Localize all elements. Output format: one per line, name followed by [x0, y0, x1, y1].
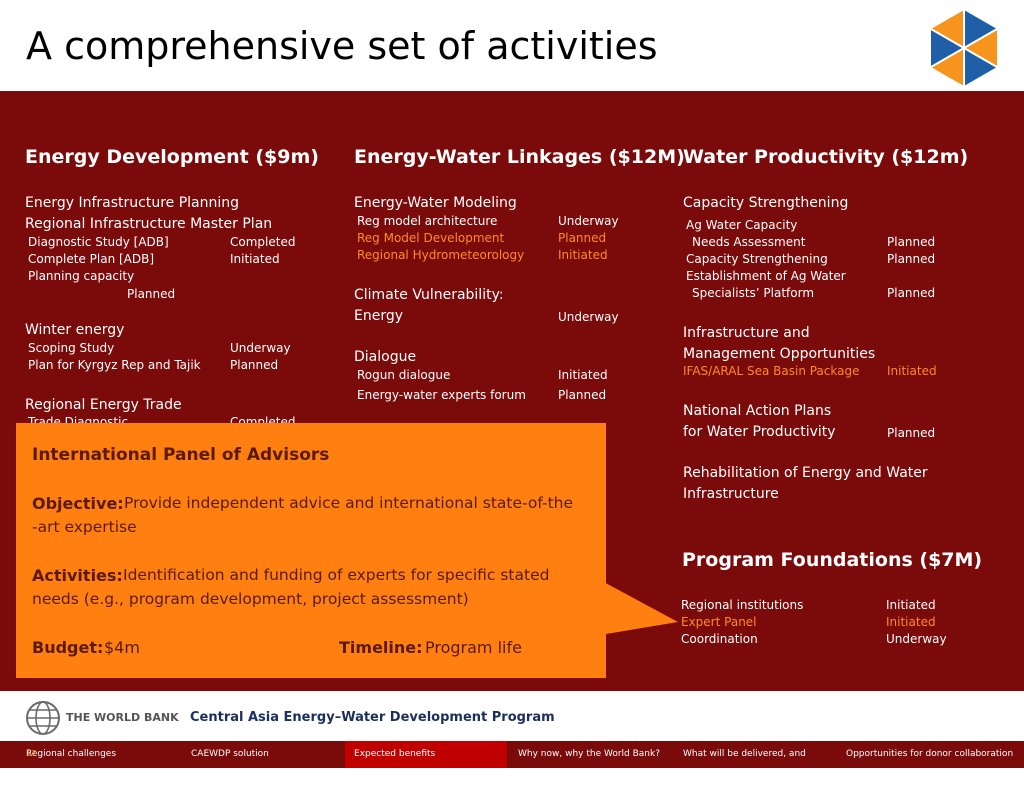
nav-item-why-now[interactable]: Why now, why the World Bank?	[507, 741, 672, 768]
energy-water-linkages-heading: Energy-Water Linkages ($12M)	[354, 146, 685, 168]
activity-item: Establishment of Ag Water	[686, 269, 846, 283]
activity-status: Underway	[886, 632, 947, 646]
nav-item-caewdp-solution[interactable]: CAEWDP solution	[170, 741, 345, 768]
activity-status-highlighted: Initiated	[886, 615, 936, 629]
objective-label: Objective:	[32, 494, 124, 513]
activity-item-highlighted: Reg Model Development	[357, 231, 505, 245]
objective-text: -art expertise	[32, 518, 137, 536]
program-foundations-heading: Program Foundations ($7M)	[682, 549, 983, 571]
activities-text: Identification and funding of experts fo…	[123, 566, 550, 584]
hexagon-logo-icon	[930, 10, 998, 86]
activity-item-highlighted: IFAS/ARAL Sea Basin Package	[683, 364, 860, 378]
section-label: Rehabilitation of Energy and Water	[683, 465, 928, 481]
activity-item-highlighted: Regional Hydrometeorology	[357, 248, 525, 262]
budget-value: $4m	[104, 638, 140, 657]
activity-item: Regional institutions	[681, 598, 804, 612]
nav-item-label: Expected benefits	[354, 749, 436, 759]
activity-status-highlighted: Initiated	[558, 248, 608, 262]
activity-status: Underway	[558, 214, 619, 228]
program-name: Central Asia Energy–Water Development Pr…	[190, 710, 555, 725]
nav-item-donor-collaboration[interactable]: Opportunities for donor collaboration	[837, 741, 1024, 768]
nav-item-label: Why now, why the World Bank?	[518, 749, 661, 759]
activity-status: Planned	[230, 358, 279, 372]
activity-status-highlighted: Initiated	[887, 364, 937, 378]
activity-item: Energy-water experts forum	[357, 388, 526, 402]
section-label: Infrastructure and	[683, 325, 810, 341]
activity-status: Underway	[558, 310, 619, 324]
page-title: A comprehensive set of activities	[26, 24, 658, 68]
nav-item-label: Opportunities for donor collaboration	[846, 749, 1014, 759]
activity-status: Planned	[887, 235, 936, 249]
section-label: Climate Vulnerability:	[354, 287, 504, 303]
section-label: Capacity Strengthening	[683, 195, 849, 211]
activity-status: Planned	[887, 426, 936, 440]
activity-status-highlighted: Planned	[558, 231, 607, 245]
activity-item: Rogun dialogue	[357, 368, 451, 382]
world-bank-logo-text: THE WORLD BANK	[66, 711, 179, 724]
activity-item: Coordination	[681, 632, 758, 646]
section-label: Regional Energy Trade	[25, 397, 182, 413]
activity-item: Specialists’ Platform	[692, 286, 815, 300]
world-bank-globe-icon	[26, 701, 60, 735]
energy-development-heading: Energy Development ($9m)	[25, 146, 319, 168]
water-productivity-heading: Water Productivity ($12m)	[683, 146, 969, 168]
nav-item-label: CAEWDP solution	[191, 749, 269, 759]
activities-text: needs (e.g., program development, projec…	[32, 590, 469, 608]
activity-status: Initiated	[230, 252, 280, 266]
activity-item: Diagnostic Study [ADB]	[28, 235, 169, 249]
section-label: for Water Productivity	[683, 424, 836, 440]
activity-status: Initiated	[558, 368, 608, 382]
expert-panel-callout	[16, 423, 606, 678]
activity-item-highlighted: Expert Panel	[681, 615, 757, 629]
activity-item: Complete Plan [ADB]	[28, 252, 155, 266]
activity-item: Scoping Study	[28, 341, 115, 355]
activity-status: Planned	[887, 252, 936, 266]
activity-status: Planned	[127, 287, 176, 301]
activity-item: Planning capacity	[28, 269, 135, 283]
activity-status: Planned	[558, 388, 607, 402]
activity-item: Ag Water Capacity	[686, 218, 798, 232]
section-label: Energy Infrastructure Planning	[25, 195, 240, 211]
activity-status: Initiated	[886, 598, 936, 612]
section-label: Energy	[354, 308, 404, 324]
nav-item-regional-challenges[interactable]: Regional challenges	[0, 741, 170, 768]
section-label: National Action Plans	[683, 403, 832, 419]
nav-item-what-delivered[interactable]: What will be delivered, and when?	[672, 741, 837, 786]
objective-text: Provide independent advice and internati…	[124, 494, 574, 512]
activity-item: Needs Assessment	[692, 235, 806, 249]
timeline-label: Timeline:	[339, 638, 423, 657]
activity-item: Capacity Strengthening	[686, 252, 828, 266]
activity-status: Completed	[230, 235, 296, 249]
footer	[0, 691, 1024, 741]
budget-label: Budget:	[32, 638, 104, 657]
section-label: Regional Infrastructure Master Plan	[25, 216, 273, 232]
section-label: Winter energy	[25, 322, 125, 338]
activity-item: Plan for Kyrgyz Rep and Tajik	[28, 358, 201, 372]
section-label: Energy-Water Modeling	[354, 195, 517, 211]
activity-item: Reg model architecture	[357, 214, 498, 228]
activity-status: Planned	[887, 286, 936, 300]
activity-status: Underway	[230, 341, 291, 355]
page-number: 17	[26, 749, 37, 758]
section-nav-bar: Regional challenges 17 CAEWDP solution E…	[0, 741, 1024, 786]
nav-item-label: Regional challenges	[26, 749, 117, 759]
section-label: Infrastructure	[683, 486, 779, 502]
section-label: Dialogue	[354, 349, 417, 365]
activities-label: Activities:	[32, 566, 123, 585]
nav-item-expected-benefits[interactable]: Expected benefits	[345, 741, 507, 768]
callout-title: International Panel of Advisors	[32, 445, 330, 465]
timeline-value: Program life	[425, 638, 522, 657]
callout-pointer-icon	[600, 580, 678, 635]
section-label: Management Opportunities	[683, 346, 876, 362]
